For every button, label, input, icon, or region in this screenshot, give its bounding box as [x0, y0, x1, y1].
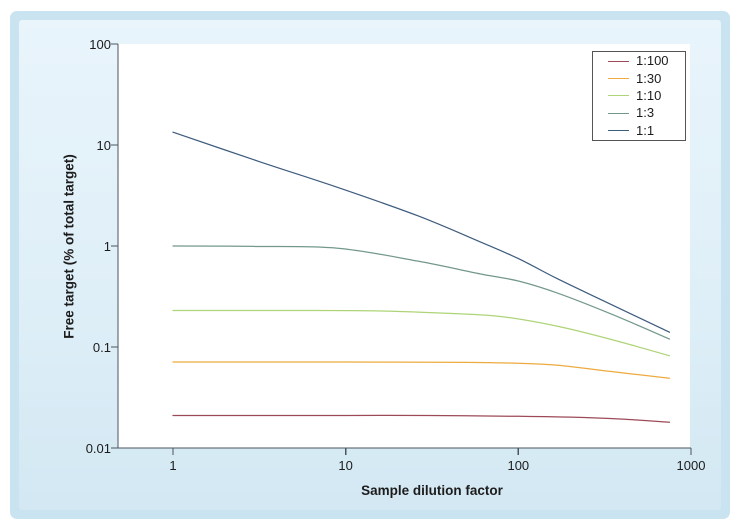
legend-item: 1:3: [593, 105, 685, 121]
x-tick-label: 100: [507, 458, 530, 473]
x-axis-title: Sample dilution factor: [361, 483, 503, 498]
legend-swatch-line: [608, 78, 629, 80]
y-tick-label: 1: [103, 238, 111, 254]
curve-1-1: [172, 131, 671, 333]
y-tick-label: 100: [89, 36, 111, 52]
x-tick-label: 1000: [676, 458, 706, 473]
legend-item: 1:30: [593, 71, 685, 87]
y-axis-title: Free target (% of total target): [61, 154, 77, 339]
legend-item: 1:10: [593, 88, 685, 104]
y-tick-label: 0.01: [85, 440, 111, 456]
legend-swatch-line: [608, 112, 629, 114]
legend-label: 1:1: [636, 122, 655, 138]
legend-label: 1:30: [636, 70, 662, 86]
curve-1-100: [172, 414, 671, 423]
legend-item: 1:100: [593, 53, 685, 69]
legend-swatch-line: [608, 95, 629, 97]
x-tick-label: 1: [169, 458, 177, 473]
curve-1-30: [172, 361, 671, 379]
legend-swatch-line: [608, 130, 629, 132]
curve-1-10: [172, 309, 671, 357]
legend-label: 1:3: [636, 105, 655, 121]
legend-label: 1:100: [636, 53, 669, 69]
legend-item: 1:1: [593, 123, 685, 139]
x-tick-label: 10: [338, 458, 353, 473]
legend-label: 1:10: [636, 87, 662, 103]
legend-swatch-line: [608, 60, 629, 62]
y-tick-label: 10: [96, 137, 111, 153]
curve-1-3: [172, 245, 671, 340]
legend: 1:100 1:30 1:10 1:3 1:1: [592, 51, 686, 141]
y-tick-label: 0.1: [92, 339, 111, 355]
